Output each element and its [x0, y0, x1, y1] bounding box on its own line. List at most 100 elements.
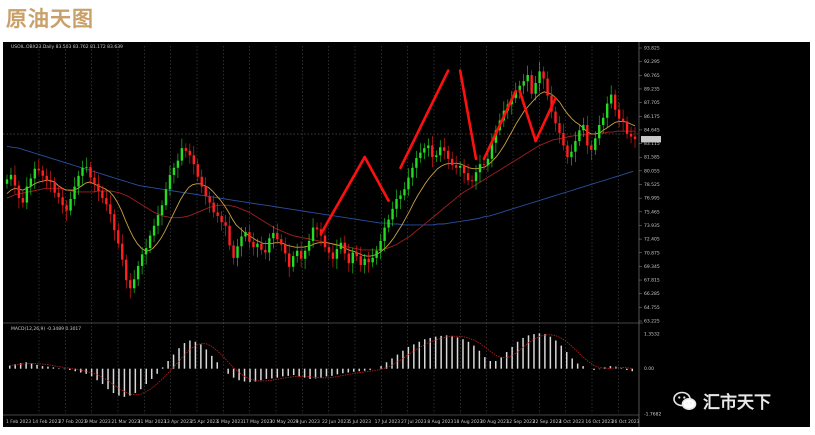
candle-body	[570, 151, 573, 158]
candle-body	[272, 232, 275, 239]
trend-lines	[319, 69, 557, 236]
candle-body	[562, 132, 565, 146]
candle-body	[554, 111, 557, 124]
trend-line	[399, 69, 450, 170]
candle-body	[339, 242, 343, 249]
candle-body	[156, 215, 160, 226]
candle-body	[450, 158, 454, 166]
candle-body	[41, 170, 44, 176]
trend-line	[534, 96, 557, 143]
trend-line	[518, 89, 537, 143]
price-tick-label: 69.345	[644, 264, 660, 270]
candle-body	[486, 158, 490, 166]
candle-body	[53, 182, 56, 193]
time-tick-label: 12 Sep 2023	[506, 419, 535, 425]
time-tick-label: 13 Apr 2023	[164, 419, 192, 425]
candle-body	[542, 71, 545, 79]
candle-body	[240, 236, 243, 247]
candle-body	[415, 157, 418, 168]
candle-body	[617, 109, 621, 119]
candle-body	[73, 186, 76, 199]
candle-body	[208, 196, 211, 203]
price-axis: 93.825 92.295 90.765 89.235 87.705 86.175 84.6…	[638, 42, 660, 427]
trend-line	[458, 69, 478, 161]
candle-body	[395, 198, 398, 209]
watermark: 汇市天下	[673, 388, 771, 413]
candle-body	[550, 95, 553, 112]
trend-line	[363, 155, 390, 203]
candle-body	[200, 176, 203, 187]
candle-body	[216, 212, 219, 216]
price-tag-text: 83.639	[643, 137, 659, 143]
price-tick-label: 76.995	[644, 196, 660, 202]
time-tick-label: 1 Feb 2023	[6, 419, 31, 425]
time-tick-label: 17 May 2023	[243, 419, 272, 425]
candle-body	[629, 133, 633, 137]
candle-body	[184, 148, 188, 151]
time-tick-label: 9 Jun 2023	[296, 419, 320, 425]
candle-body	[144, 248, 148, 255]
candle-body	[387, 219, 390, 228]
candle-body	[311, 227, 315, 241]
candle-body	[446, 150, 450, 159]
candle-body	[228, 225, 231, 246]
price-tick-label: 80.055	[644, 168, 660, 174]
time-tick-label: 26 Oct 2023	[612, 419, 640, 425]
candle-body	[518, 85, 521, 92]
candle-body	[343, 242, 347, 254]
watermark-text: 汇市天下	[703, 393, 771, 413]
candle-body	[176, 160, 180, 168]
candle-body	[299, 250, 303, 259]
candle-body	[514, 91, 517, 99]
time-tick-label: 22 Sep 2023	[533, 419, 562, 425]
chart-panel: USOIL.OBX23.Daily 83.503 83.762 81.172 8…	[3, 42, 810, 427]
candle-body	[69, 198, 72, 211]
time-tick-label: 5 May 2023	[217, 419, 244, 425]
candle-body	[295, 250, 299, 257]
price-tick-label: 83.115	[644, 141, 660, 147]
price-tick-label: 87.705	[644, 100, 660, 106]
candle-body	[101, 190, 104, 199]
price-tick-label: 89.235	[644, 86, 660, 92]
candle-body	[355, 252, 358, 257]
candle-body	[97, 183, 100, 191]
price-tick-label: 63.225	[644, 319, 660, 325]
time-tick-label: 16 Oct 2023	[585, 419, 613, 425]
trend-line	[482, 89, 518, 161]
candle-body	[327, 247, 331, 253]
time-tick-label: 27 Feb 2023	[59, 419, 87, 425]
candle-body	[407, 177, 410, 190]
candle-body	[276, 232, 279, 240]
candle-body	[538, 71, 541, 84]
candle-body	[148, 235, 152, 249]
price-tick-label: 64.755	[644, 305, 660, 311]
time-tick-label: 17 Jul 2023	[375, 419, 401, 425]
candle-body	[494, 130, 498, 143]
price-tick-label: 75.465	[644, 209, 660, 215]
candle-body	[105, 198, 108, 205]
macd-signal-line	[9, 334, 633, 396]
price-tick-label: 70.875	[644, 250, 660, 256]
candle-body	[439, 147, 442, 156]
candle-body	[160, 205, 164, 216]
candle-body	[578, 130, 581, 142]
candle-body	[359, 256, 362, 266]
time-tick-label: 30 May 2023	[269, 419, 298, 425]
candle-body	[526, 74, 529, 82]
candle-body	[204, 186, 207, 197]
candle-body	[168, 174, 172, 190]
candle-body	[291, 256, 295, 267]
candle-body	[423, 148, 426, 153]
candle-body	[403, 189, 406, 196]
time-tick-label: 25 Apr 2023	[190, 419, 218, 425]
candle-body	[367, 258, 370, 263]
candle-body	[602, 117, 605, 125]
candle-body	[307, 240, 311, 251]
candle-body	[371, 257, 374, 263]
candle-body	[391, 208, 394, 220]
candle-body	[248, 232, 251, 242]
candle-body	[609, 94, 613, 104]
candle-body	[625, 121, 629, 134]
candle-body	[9, 174, 13, 180]
ma-slow-line	[6, 145, 634, 226]
